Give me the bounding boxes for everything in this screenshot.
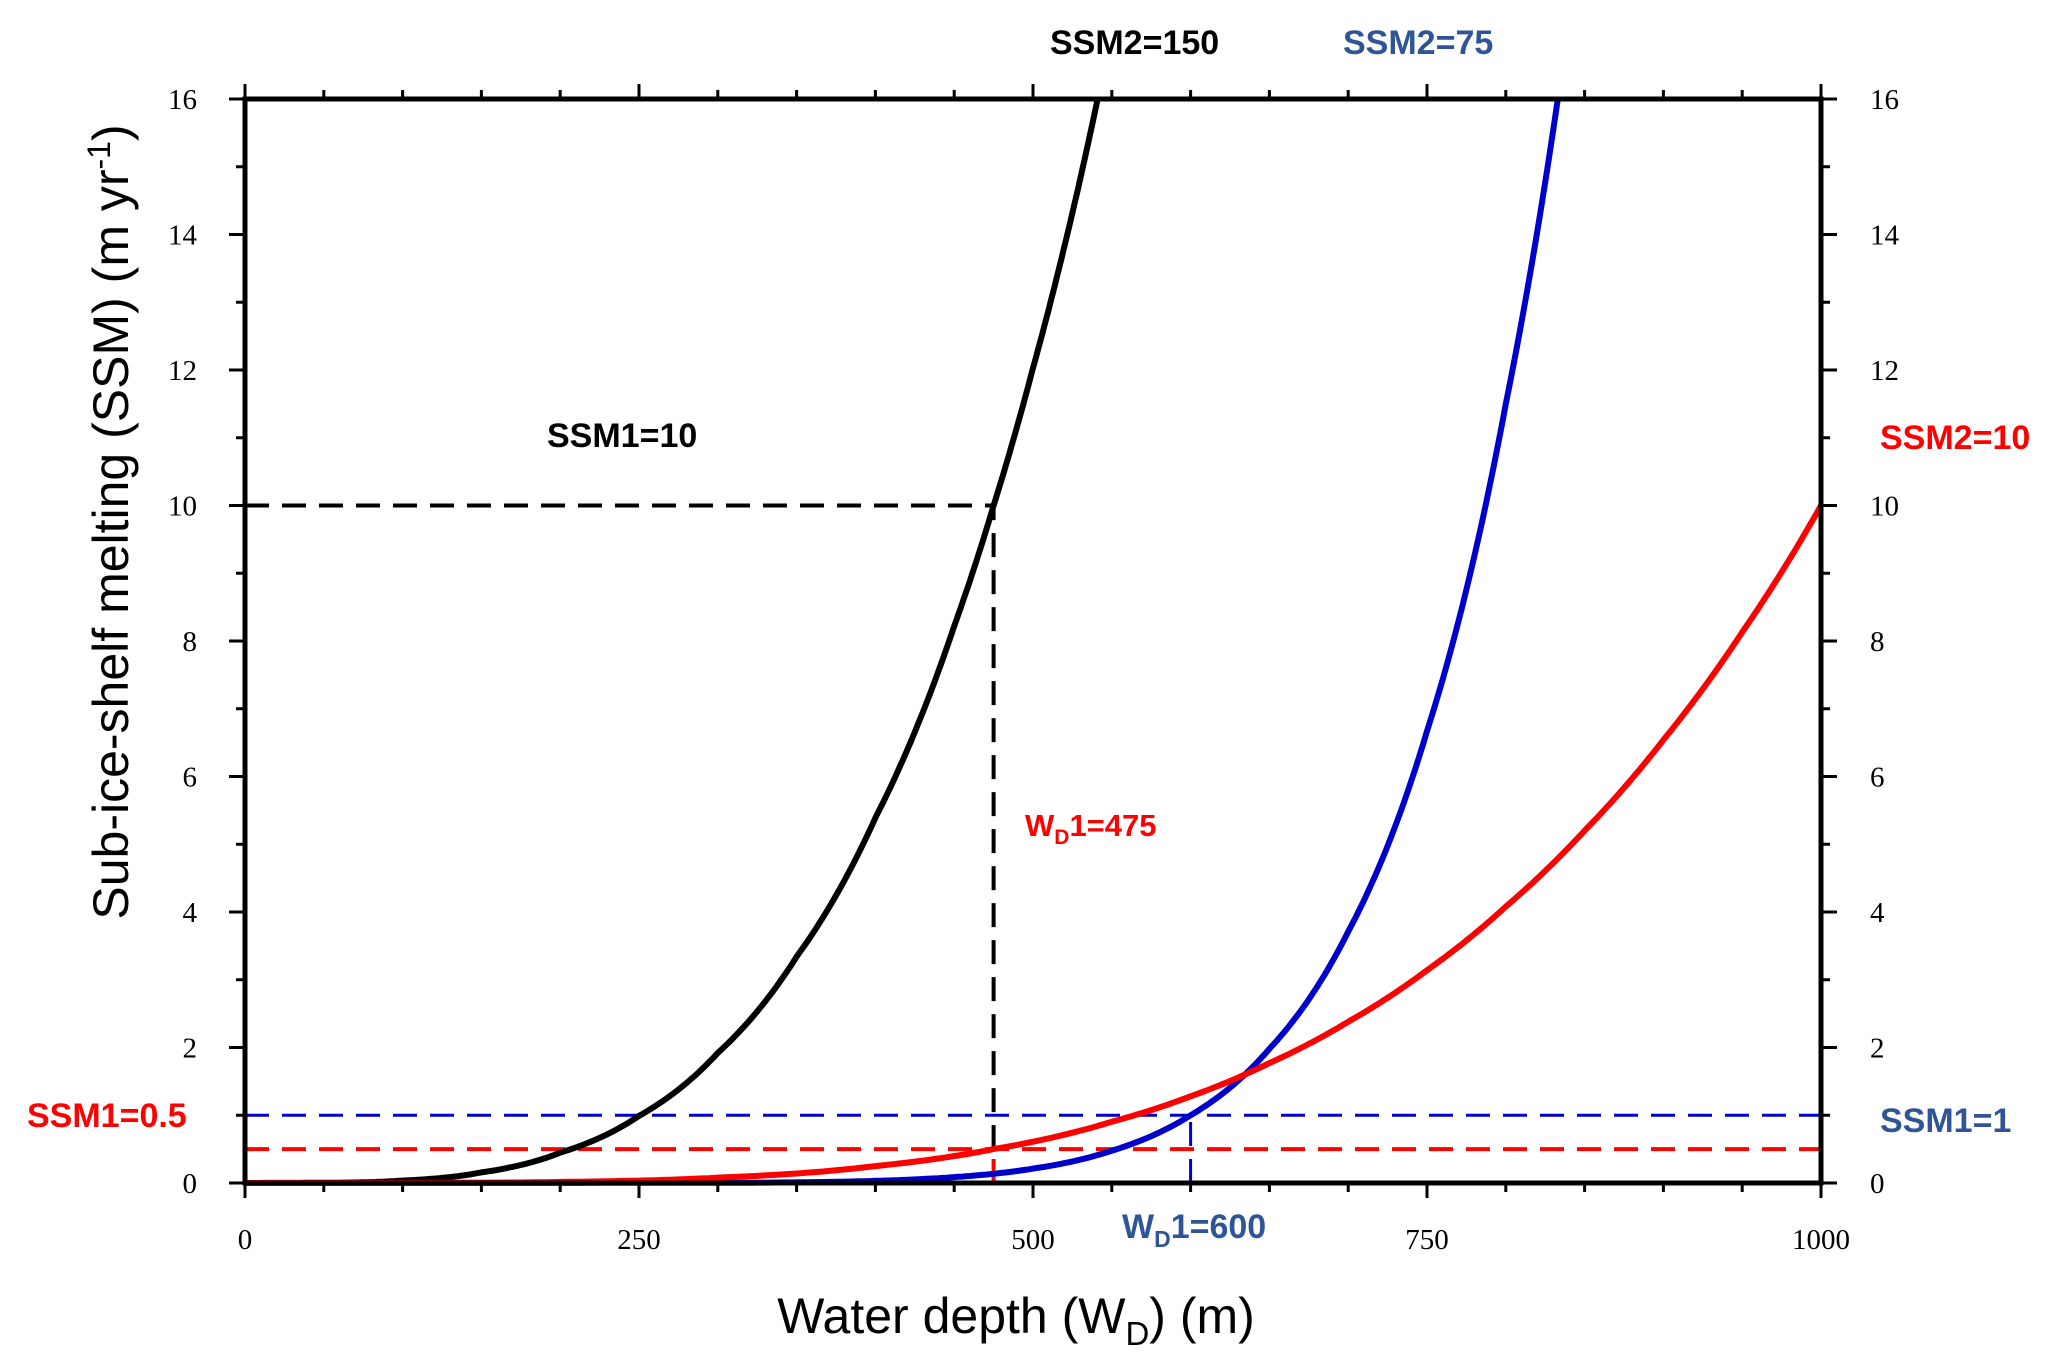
y-tick-label-left: 14 xyxy=(168,220,198,252)
ssm1-05-label: SSM1=0.5 xyxy=(27,1097,187,1135)
ticks xyxy=(229,84,1837,1198)
wd1-475-sub: D xyxy=(1054,826,1069,849)
ssm2-10-label: SSM2=10 xyxy=(1880,419,2030,457)
x-tick-label: 750 xyxy=(1405,1224,1449,1256)
series-line-1 xyxy=(245,98,1561,1186)
x-tick-label: 1000 xyxy=(1792,1224,1850,1256)
y-tick-label-left: 8 xyxy=(183,626,198,658)
wd1-475-w: W xyxy=(1025,808,1055,843)
y-tick-label-left: 6 xyxy=(183,762,198,794)
series-line-0 xyxy=(245,98,1101,1186)
y-axis-title-sup: -1 xyxy=(81,141,117,169)
axes xyxy=(242,96,1824,1186)
wd1-475-tail: 1=475 xyxy=(1069,808,1156,843)
y-tick-label-right: 6 xyxy=(1870,762,1885,794)
y-tick-label-left: 16 xyxy=(168,84,197,116)
plot-frame xyxy=(242,96,1824,1186)
y-tick-label-right: 4 xyxy=(1870,897,1885,929)
wd1-475-label: WD1=475 xyxy=(1025,808,1157,849)
y-tick-label-right: 16 xyxy=(1870,84,1899,116)
y-axis-title: Sub-ice-shelf melting (SSM) (m yr-1) xyxy=(81,124,139,919)
wd1-600-tail: 1=600 xyxy=(1171,1208,1267,1246)
tick-labels: 0 250 500 750 1000 0 0 2 2 4 4 6 6 8 8 10 10 12 12 14 14 16 16 xyxy=(168,84,1900,1256)
x-axis-title-sub: D xyxy=(1125,1315,1149,1352)
series-line-2 xyxy=(245,504,1824,1186)
x-axis-title-main: Water depth (W xyxy=(777,1288,1126,1344)
y-tick-label-right: 0 xyxy=(1870,1168,1885,1200)
y-tick-label-left: 0 xyxy=(183,1168,198,1200)
series-lines xyxy=(245,98,1824,1186)
x-tick-label: 500 xyxy=(1011,1224,1055,1256)
y-tick-label-left: 2 xyxy=(183,1033,198,1065)
y-tick-label-right: 8 xyxy=(1870,626,1885,658)
x-axis-title: Water depth (WD) (m) xyxy=(777,1288,1255,1352)
x-tick-label: 250 xyxy=(617,1224,661,1256)
y-axis-title-main: Sub-ice-shelf melting (SSM) (m yr xyxy=(83,169,139,919)
y-tick-label-left: 4 xyxy=(183,897,198,929)
reference-lines xyxy=(245,503,1821,1183)
x-axis-title-tail: ) (m) xyxy=(1149,1288,1255,1344)
wd1-600-sub: D xyxy=(1154,1226,1171,1252)
y-tick-label-right: 12 xyxy=(1870,355,1899,387)
ssm1-1-label: SSM1=1 xyxy=(1880,1102,2011,1140)
y-tick-label-right: 2 xyxy=(1870,1033,1885,1065)
x-tick-label: 0 xyxy=(238,1224,253,1256)
y-tick-label-left: 10 xyxy=(168,491,197,523)
wd1-600-label: WD1=600 xyxy=(1122,1208,1266,1252)
wd1-600-w: W xyxy=(1122,1208,1155,1246)
y-axis-title-tail: ) xyxy=(83,124,139,141)
ssm2-150-label: SSM2=150 xyxy=(1050,24,1219,62)
ssm2-75-label: SSM2=75 xyxy=(1343,24,1493,62)
y-tick-label-left: 12 xyxy=(168,355,197,387)
y-tick-label-right: 14 xyxy=(1870,220,1900,252)
y-tick-label-right: 10 xyxy=(1870,491,1899,523)
ssm1-10-label: SSM1=10 xyxy=(547,417,697,455)
